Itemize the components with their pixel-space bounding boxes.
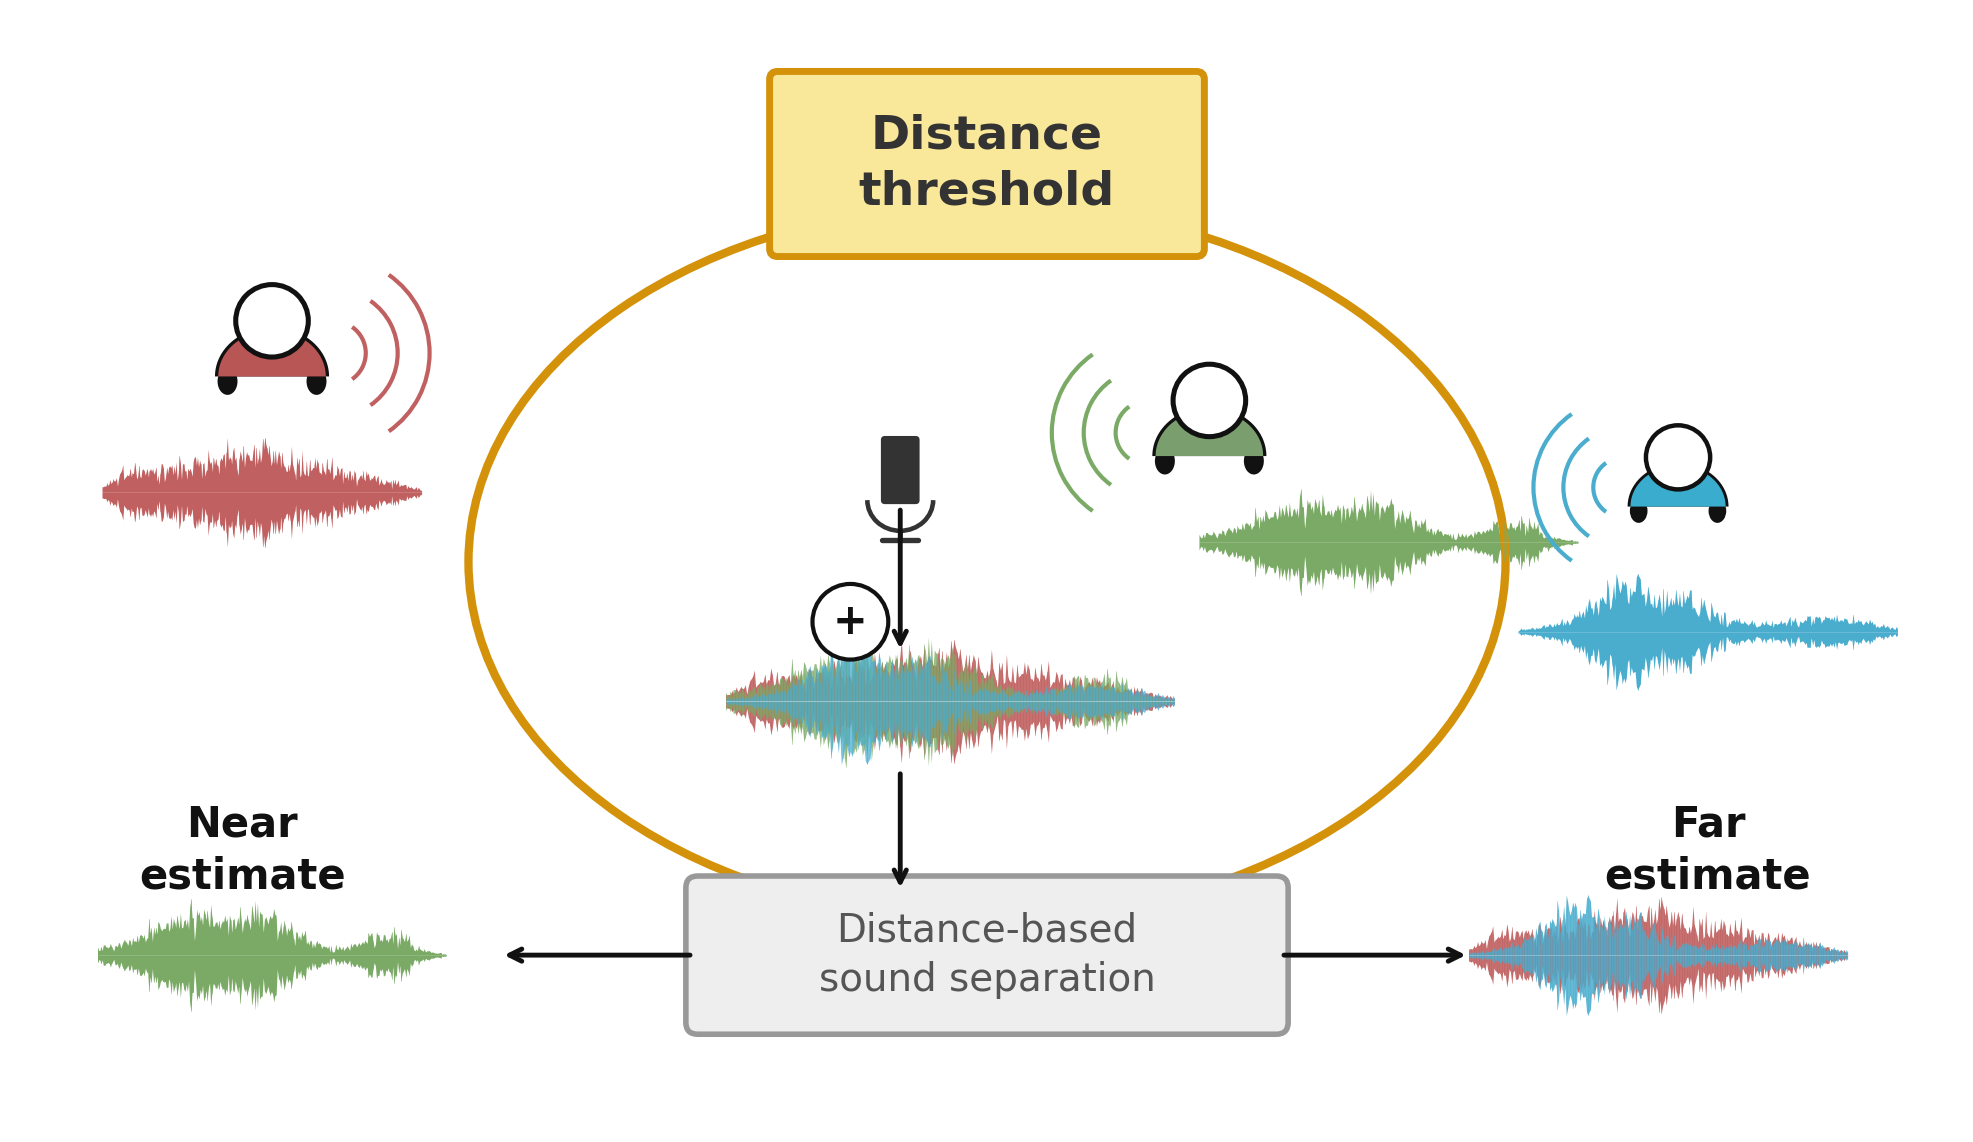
Circle shape	[1645, 425, 1709, 490]
Polygon shape	[1152, 407, 1267, 456]
Ellipse shape	[1243, 448, 1263, 474]
FancyBboxPatch shape	[769, 72, 1204, 257]
Polygon shape	[1154, 410, 1263, 456]
Circle shape	[1172, 364, 1245, 436]
Ellipse shape	[1154, 448, 1174, 474]
Polygon shape	[1630, 466, 1724, 507]
Text: +: +	[833, 601, 868, 643]
Polygon shape	[219, 330, 326, 377]
Text: Far
estimate: Far estimate	[1604, 804, 1811, 898]
Polygon shape	[1628, 464, 1728, 507]
Text: Distance-based
sound separation: Distance-based sound separation	[819, 911, 1154, 999]
Circle shape	[235, 284, 308, 357]
FancyBboxPatch shape	[880, 436, 919, 504]
Ellipse shape	[306, 368, 326, 395]
FancyBboxPatch shape	[685, 876, 1288, 1035]
Text: Distance
threshold: Distance threshold	[858, 114, 1115, 215]
Polygon shape	[215, 328, 329, 377]
Ellipse shape	[1709, 499, 1724, 523]
Circle shape	[813, 584, 888, 660]
Ellipse shape	[1630, 499, 1647, 523]
Ellipse shape	[217, 368, 237, 395]
Text: Near
estimate: Near estimate	[138, 804, 345, 898]
